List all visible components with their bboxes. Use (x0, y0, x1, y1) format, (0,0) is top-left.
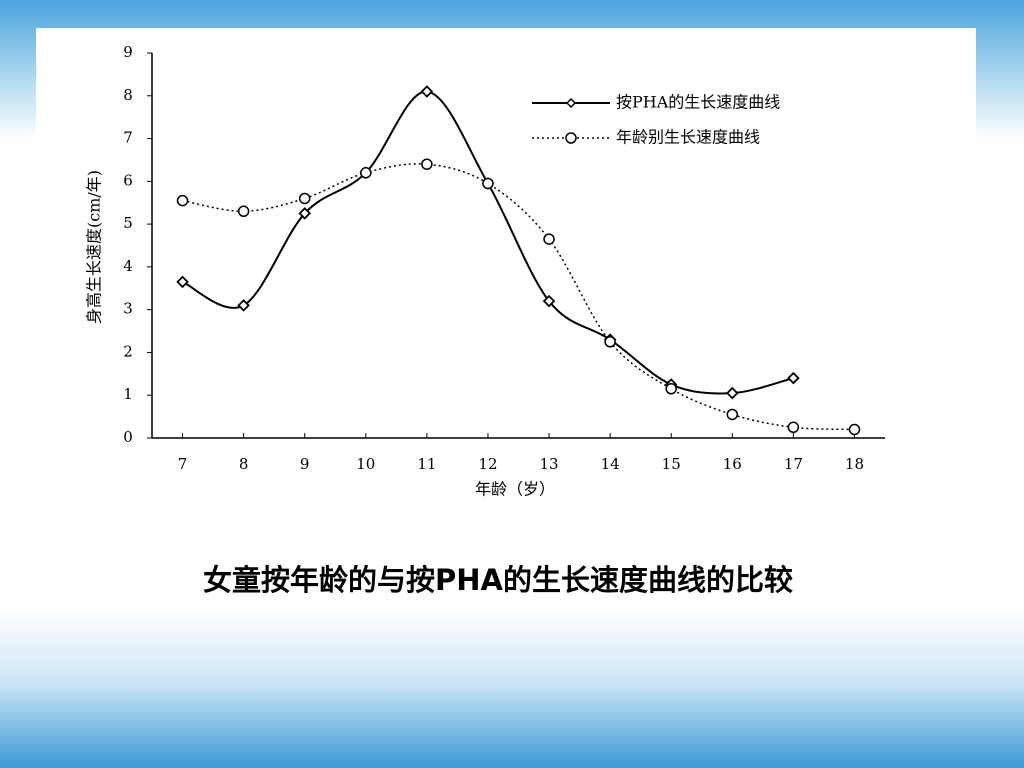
y-tick-label: 1 (123, 385, 133, 403)
circle-marker (604, 336, 616, 348)
circle-marker (543, 233, 555, 245)
diamond-marker (726, 386, 739, 400)
circle-marker (726, 408, 739, 421)
diamond-marker (542, 294, 556, 308)
y-tick-label: 3 (123, 300, 133, 318)
x-tick-label: 7 (178, 455, 188, 473)
circle-marker (237, 205, 250, 218)
circle-marker (482, 177, 494, 190)
diamond-marker (176, 275, 189, 289)
y-axis-label: 身高生长速度(cm/年) (85, 170, 104, 324)
x-tick-label: 17 (784, 455, 803, 473)
y-tick-label: 7 (123, 129, 133, 147)
y-tick-label: 4 (123, 257, 133, 275)
circle-marker (360, 167, 372, 179)
circle-marker (848, 423, 861, 436)
circle-marker (787, 421, 800, 434)
y-tick-label: 2 (123, 342, 133, 360)
x-tick-label: 18 (845, 455, 864, 473)
y-tick-label: 5 (123, 214, 133, 232)
circle-marker (298, 192, 311, 205)
y-tick-label: 6 (123, 171, 133, 189)
chart-title: 女童按年龄的与按PHA的生长速度曲线的比较 (203, 563, 793, 597)
y-tick-label: 0 (123, 428, 133, 446)
chart-panel (36, 28, 976, 528)
legend-label: 年龄别生长速度曲线 (616, 128, 760, 147)
x-tick-label: 9 (300, 455, 310, 473)
x-tick-label: 13 (539, 455, 558, 473)
circle-marker (421, 158, 433, 170)
circle-marker (665, 383, 677, 395)
legend-label: 按PHA的生长速度曲线 (616, 93, 780, 112)
x-tick-label: 10 (356, 455, 375, 473)
x-axis-label: 年龄（岁） (475, 480, 555, 499)
x-tick-label: 16 (723, 455, 742, 473)
legend-marker (565, 97, 577, 109)
x-tick-label: 8 (239, 455, 249, 473)
diamond-marker (298, 207, 311, 220)
y-tick-label: 8 (123, 86, 133, 104)
diamond-marker (420, 85, 434, 98)
legend-marker (565, 132, 577, 144)
x-tick-label: 11 (417, 455, 436, 473)
diamond-marker (237, 299, 250, 312)
x-tick-label: 15 (662, 455, 681, 473)
y-tick-label: 9 (123, 43, 133, 61)
diamond-marker (787, 371, 800, 385)
x-tick-label: 14 (601, 455, 620, 473)
circle-marker (176, 194, 189, 207)
x-tick-label: 12 (478, 455, 497, 473)
